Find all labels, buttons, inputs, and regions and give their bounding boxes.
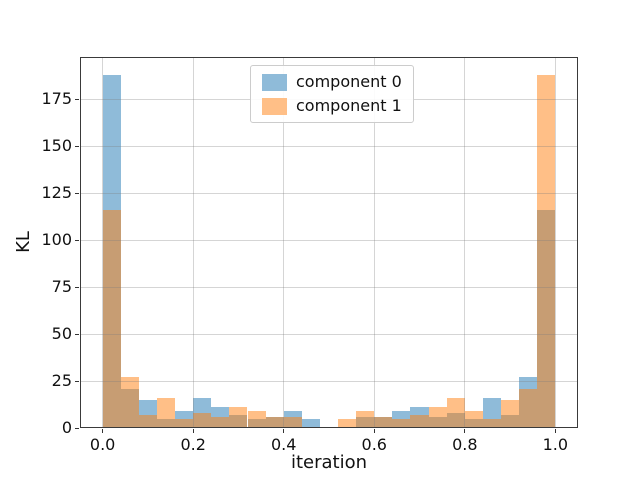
bar-component1-bin-20 [464, 411, 483, 419]
bar-overlap-bin-19 [446, 412, 465, 428]
x-tick-label-0.2: 0.2 [180, 435, 206, 454]
bar-component1-bin-14 [356, 411, 375, 417]
gridline-x-0.4 [283, 57, 285, 428]
gridline-x-0.6 [373, 57, 375, 428]
bar-overlap-bin-24 [537, 209, 556, 428]
x-tick-label-1.0: 1.0 [542, 435, 569, 454]
x-tick-mark-0.2 [192, 429, 194, 433]
bar-component0-bin-2 [138, 399, 157, 415]
bar-component1-bin-22 [501, 399, 520, 415]
bar-overlap-bin-9 [265, 416, 284, 428]
gridline-x-0.2 [192, 57, 194, 428]
y-tick-mark-125 [75, 192, 79, 194]
y-tick-mark-75 [75, 286, 79, 288]
y-tick-label-100: 100 [41, 230, 72, 250]
bar-overlap-bin-8 [247, 418, 266, 428]
bar-component0-bin-17 [410, 407, 429, 415]
gridline-x-1.0 [554, 57, 556, 428]
y-axis-label: KL [13, 231, 34, 253]
x-tick-mark-0.6 [373, 429, 375, 433]
bar-overlap-bin-2 [138, 414, 157, 428]
bar-component1-bin-3 [156, 397, 176, 419]
legend-item-1: component 1 [262, 97, 402, 115]
bar-component1-bin-1 [120, 377, 139, 389]
legend-label-1: component 1 [296, 96, 402, 115]
y-tick-mark-25 [75, 380, 79, 382]
bar-overlap-bin-7 [229, 414, 248, 428]
bar-overlap-bin-23 [519, 388, 538, 428]
legend: component 0 component 1 [250, 65, 414, 123]
bar-component0-bin-21 [482, 397, 502, 419]
bar-component1-bin-13 [338, 418, 357, 428]
x-tick-mark-0.4 [283, 429, 285, 433]
legend-swatch-0 [262, 73, 287, 91]
legend-label-0: component 0 [296, 72, 402, 91]
bar-component0-bin-16 [392, 411, 411, 419]
bar-component1-bin-18 [428, 407, 447, 417]
bar-component0-bin-0 [102, 74, 121, 210]
y-tick-mark-0 [75, 427, 79, 429]
bar-overlap-bin-6 [211, 416, 230, 428]
y-tick-label-0: 0 [61, 418, 72, 437]
bar-overlap-bin-16 [392, 418, 411, 428]
y-tick-label-75: 75 [51, 277, 72, 297]
bar-overlap-bin-5 [193, 412, 212, 428]
y-tick-label-175: 175 [41, 89, 72, 109]
legend-item-0: component 0 [262, 73, 402, 91]
y-tick-mark-175 [75, 98, 79, 100]
bar-component1-bin-7 [229, 407, 248, 415]
y-tick-mark-50 [75, 333, 79, 335]
bar-overlap-bin-3 [156, 418, 176, 428]
bar-overlap-bin-18 [428, 416, 447, 428]
x-axis-label: iteration [290, 452, 368, 473]
y-tick-label-125: 125 [41, 183, 72, 203]
y-tick-mark-100 [75, 239, 79, 241]
y-tick-label-25: 25 [51, 371, 72, 390]
gridline-y-100 [80, 239, 578, 241]
bar-overlap-bin-14 [356, 416, 375, 428]
bar-component1-bin-19 [446, 397, 465, 413]
x-tick-label-0.6: 0.6 [361, 435, 387, 454]
bar-component0-bin-4 [175, 411, 194, 419]
x-tick-label-0.0: 0.0 [89, 435, 116, 454]
bar-overlap-bin-1 [120, 388, 139, 428]
bar-component1-bin-8 [247, 411, 266, 419]
gridline-y-25 [80, 380, 578, 382]
bar-component0-bin-6 [211, 407, 230, 417]
bar-overlap-bin-0 [102, 209, 121, 428]
gridline-x-0.8 [464, 57, 466, 428]
legend-swatch-1 [262, 97, 287, 115]
x-tick-label-0.4: 0.4 [270, 435, 297, 454]
bar-component1-bin-24 [537, 74, 556, 210]
bar-overlap-bin-21 [482, 418, 502, 428]
y-tick-label-150: 150 [41, 136, 72, 156]
bar-component0-bin-10 [283, 411, 302, 417]
y-tick-mark-150 [75, 145, 79, 147]
gridline-y-150 [80, 145, 578, 147]
bar-overlap-bin-10 [283, 416, 302, 428]
gridline-y-125 [80, 192, 578, 194]
plot-area: component 0 component 1 [80, 57, 578, 428]
bar-component0-bin-11 [301, 418, 320, 428]
bar-overlap-bin-4 [175, 418, 194, 428]
bar-overlap-bin-15 [374, 416, 393, 428]
x-tick-mark-0.8 [464, 429, 466, 433]
bar-component0-bin-23 [519, 377, 538, 389]
y-tick-label-50: 50 [51, 324, 72, 344]
gridline-y-75 [80, 286, 578, 288]
x-tick-label-0.8: 0.8 [452, 435, 478, 454]
gridline-x-0.0 [102, 57, 104, 428]
bar-overlap-bin-20 [464, 418, 483, 428]
bar-overlap-bin-17 [410, 414, 429, 428]
gridline-y-50 [80, 333, 578, 335]
bar-component0-bin-5 [193, 397, 212, 413]
bar-overlap-bin-22 [501, 414, 520, 428]
histogram-bars [80, 57, 578, 428]
x-tick-mark-0.0 [102, 429, 104, 433]
x-tick-mark-1.0 [554, 429, 556, 433]
